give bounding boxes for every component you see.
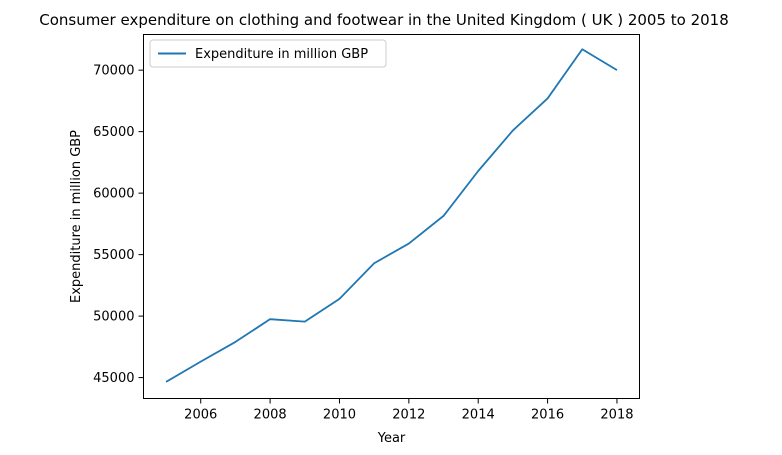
- y-tick-label: 55000: [93, 248, 134, 263]
- y-tick-label: 70000: [93, 64, 134, 79]
- legend-entry-label: Expenditure in million GBP: [195, 47, 368, 62]
- y-tick-label: 65000: [93, 125, 134, 140]
- x-tick-label: 2010: [323, 408, 356, 423]
- x-tick-label: 2014: [462, 408, 495, 423]
- x-axis-ticks: 2006 2008 2010 2012 2014 2016 2018: [184, 399, 633, 423]
- series-line: [166, 49, 617, 382]
- chart-title: Consumer expenditure on clothing and foo…: [39, 11, 729, 29]
- x-tick-label: 2018: [600, 408, 633, 423]
- x-axis-label: Year: [377, 431, 406, 446]
- y-tick-label: 50000: [93, 310, 134, 325]
- plot-area: [144, 35, 640, 399]
- plot-frame: [144, 35, 640, 399]
- x-tick-label: 2008: [254, 408, 287, 423]
- y-axis-label: Expenditure in million GBP: [69, 130, 84, 303]
- x-tick-label: 2012: [392, 408, 425, 423]
- x-tick-label: 2006: [184, 408, 217, 423]
- y-tick-label: 45000: [93, 371, 134, 386]
- legend: Expenditure in million GBP: [150, 40, 386, 67]
- series-layer: [166, 49, 617, 382]
- y-axis-ticks: 45000 50000 55000 60000 65000 70000: [93, 64, 143, 386]
- y-tick-label: 60000: [93, 187, 134, 202]
- x-tick-label: 2016: [531, 408, 564, 423]
